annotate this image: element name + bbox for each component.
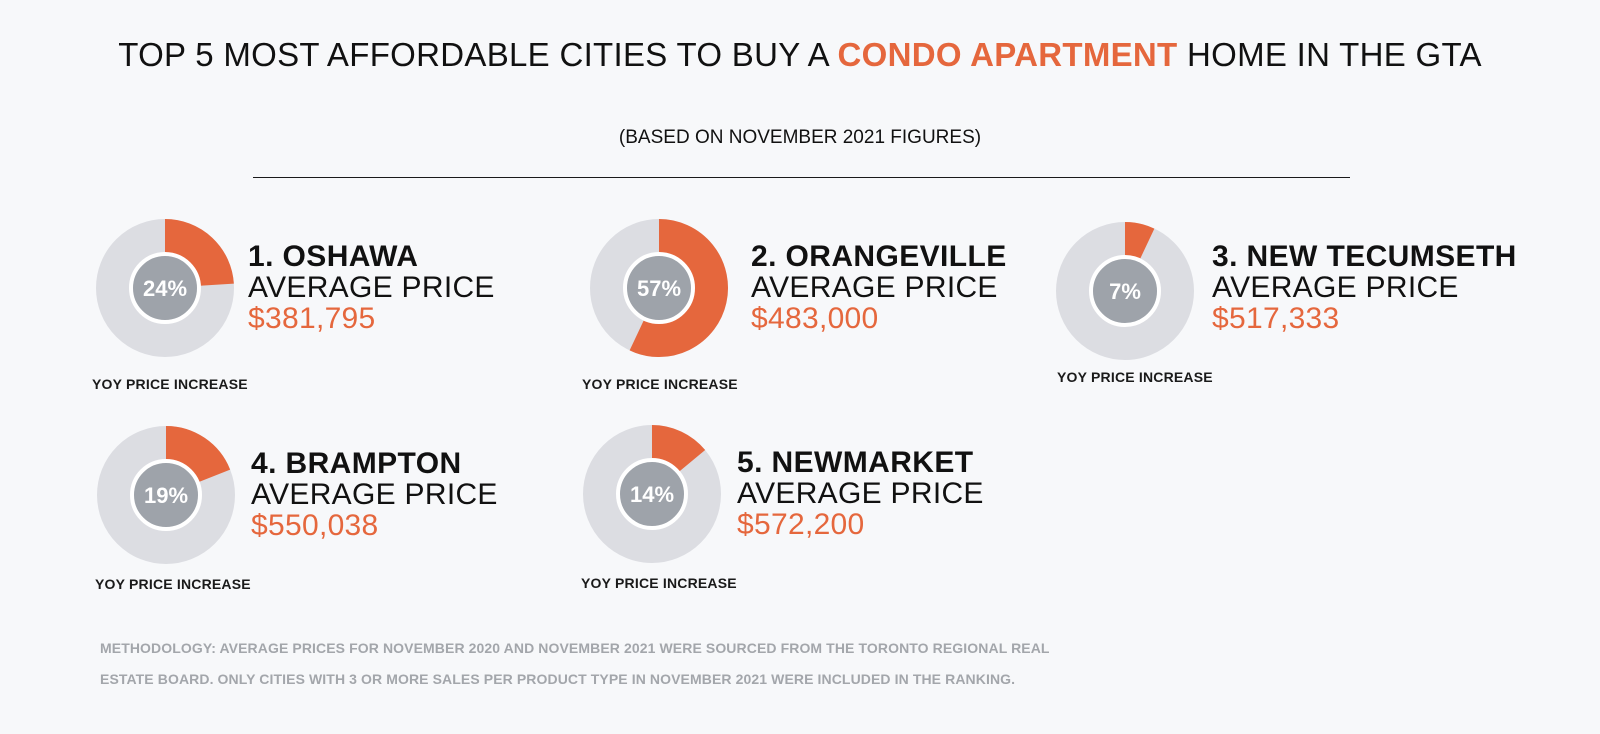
city-info: 1. OSHAWA AVERAGE PRICE $381,795 — [248, 241, 495, 334]
average-price-label: AVERAGE PRICE — [251, 478, 498, 511]
average-price-label: AVERAGE PRICE — [1212, 271, 1459, 304]
title-divider — [253, 177, 1350, 178]
donut-value-arc — [164, 219, 234, 287]
page-title: TOP 5 MOST AFFORDABLE CITIES TO BUY A CO… — [0, 36, 1600, 74]
donut-value-arc — [165, 426, 231, 483]
yoy-label: YOY PRICE INCREASE — [581, 575, 737, 591]
average-price-value: $517,333 — [1212, 302, 1340, 335]
average-price-label: AVERAGE PRICE — [737, 477, 984, 510]
yoy-label: YOY PRICE INCREASE — [582, 376, 738, 392]
average-price-value: $483,000 — [751, 302, 879, 335]
donut-chart-new-tecumseth: 7% — [1056, 222, 1194, 360]
donut-chart-newmarket: 14% — [583, 425, 721, 563]
city-info: 2. ORANGEVILLE AVERAGE PRICE $483,000 — [751, 241, 1007, 334]
donut-chart-brampton: 19% — [97, 426, 235, 564]
city-name: 2. ORANGEVILLE — [751, 240, 1007, 273]
donut-inner-circle — [623, 252, 695, 324]
donut-value-arc — [629, 219, 728, 357]
donut-percent-label: 24% — [143, 276, 187, 301]
donut-chart-orangeville: 57% — [590, 219, 728, 357]
page-subtitle: (BASED ON NOVEMBER 2021 FIGURES) — [618, 127, 982, 148]
methodology-line-2: ESTATE BOARD. ONLY CITIES WITH 3 OR MORE… — [100, 670, 1016, 687]
city-name: 5. NEWMARKET — [737, 446, 974, 479]
average-price-value: $572,200 — [737, 508, 865, 541]
average-price-label: AVERAGE PRICE — [248, 271, 495, 304]
city-name: 1. OSHAWA — [248, 240, 419, 273]
methodology-line-1: METHODOLOGY: AVERAGE PRICES FOR NOVEMBER… — [100, 640, 1050, 656]
title-part-2: HOME IN THE GTA — [1177, 36, 1482, 73]
average-price-value: $381,795 — [248, 302, 376, 335]
donut-chart-oshawa: 24% — [96, 219, 234, 357]
donut-value-arc — [1124, 222, 1155, 260]
donut-inner-circle — [130, 459, 202, 531]
yoy-label: YOY PRICE INCREASE — [92, 376, 248, 392]
title-accent: CONDO APARTMENT — [837, 36, 1178, 73]
donut-percent-label: 14% — [630, 482, 674, 507]
donut-percent-label: 7% — [1109, 279, 1141, 304]
donut-inner-circle — [129, 252, 201, 324]
yoy-label: YOY PRICE INCREASE — [95, 576, 251, 592]
donut-inner-circle — [1089, 255, 1161, 327]
donut-percent-label: 19% — [144, 483, 188, 508]
donut-value-arc — [651, 425, 706, 473]
title-part-1: TOP 5 MOST AFFORDABLE CITIES TO BUY A — [118, 36, 838, 73]
city-name: 4. BRAMPTON — [251, 447, 462, 480]
city-info: 4. BRAMPTON AVERAGE PRICE $550,038 — [251, 448, 498, 541]
donut-percent-label: 57% — [637, 276, 681, 301]
donut-inner-circle — [616, 458, 688, 530]
average-price-label: AVERAGE PRICE — [751, 271, 998, 304]
city-name: 3. NEW TECUMSETH — [1212, 240, 1517, 273]
city-info: 5. NEWMARKET AVERAGE PRICE $572,200 — [737, 447, 984, 540]
city-info: 3. NEW TECUMSETH AVERAGE PRICE $517,333 — [1212, 241, 1517, 334]
yoy-label: YOY PRICE INCREASE — [1057, 369, 1213, 385]
average-price-value: $550,038 — [251, 509, 379, 542]
methodology-note: METHODOLOGY: AVERAGE PRICES FOR NOVEMBER… — [100, 633, 1200, 694]
